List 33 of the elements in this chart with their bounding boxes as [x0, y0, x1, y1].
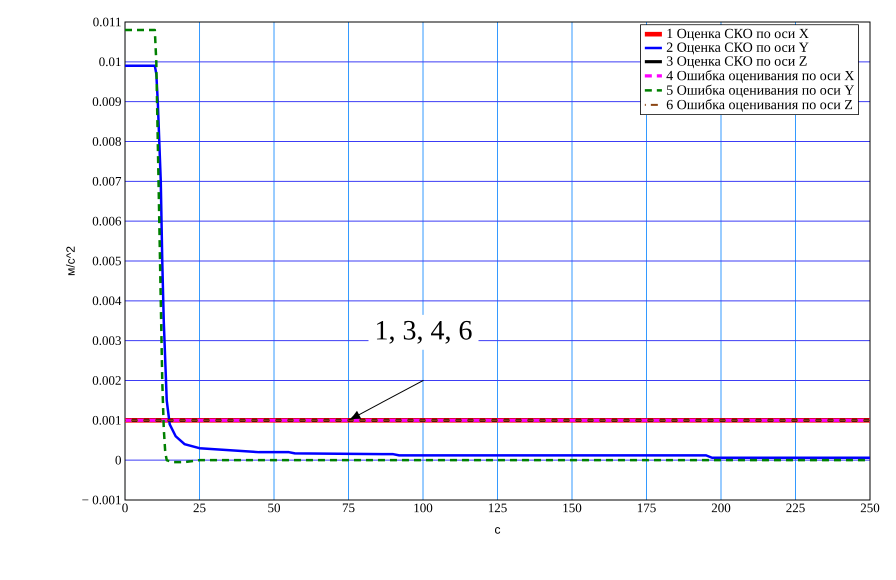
y-tick-label: 0.009 — [92, 97, 121, 106]
x-tick-label: 100 — [414, 504, 432, 512]
legend-label: 4 Ошибка оценивания по оси X — [666, 70, 854, 83]
legend-label: 3 Оценка СКО по оси Z — [666, 56, 807, 68]
y-tick-label: 0.008 — [92, 137, 121, 146]
x-tick-label: 50 — [268, 504, 280, 512]
x-tick-label: 250 — [860, 504, 880, 512]
y-tick-label: 0.007 — [92, 176, 122, 186]
y-tick-label: 0.011 — [93, 18, 121, 26]
x-tick-label: 25 — [194, 504, 206, 512]
legend-label: 6 Ошибка оценивания по оси Z — [666, 99, 852, 112]
legend-label: 5 Ошибка оценивания по оси Y — [667, 84, 854, 98]
y-axis-title: м/с^2 — [66, 246, 75, 276]
y-tick-label: 0.01 — [99, 57, 121, 66]
x-tick-label: 75 — [342, 504, 354, 512]
y-tick-label: 0.006 — [92, 216, 122, 226]
y-tick-label: 0 — [115, 456, 121, 465]
x-tick-label: 0 — [122, 504, 128, 512]
y-tick-label: 0.004 — [92, 296, 122, 306]
x-tick-label: 125 — [488, 504, 507, 512]
y-tick-label: 0.002 — [92, 376, 121, 385]
x-tick-label: 200 — [712, 504, 730, 512]
y-tick-label: 0.001 — [92, 416, 121, 425]
legend-label: 2 Оценка СКО по оси Y — [666, 42, 809, 55]
x-tick-label: 225 — [786, 504, 805, 512]
x-axis-title: c — [495, 527, 500, 534]
x-tick-label: 150 — [563, 504, 582, 512]
y-tick-label: 0.005 — [92, 256, 121, 266]
y-tick-label: 0.003 — [92, 336, 121, 346]
annotation: 1, 3, 4, 6 — [376, 320, 472, 344]
legend-label: 1 Оценка СКО по оси X — [667, 28, 809, 41]
x-tick-label: 175 — [638, 504, 656, 512]
y-tick-label: − 0.001 — [82, 496, 121, 504]
